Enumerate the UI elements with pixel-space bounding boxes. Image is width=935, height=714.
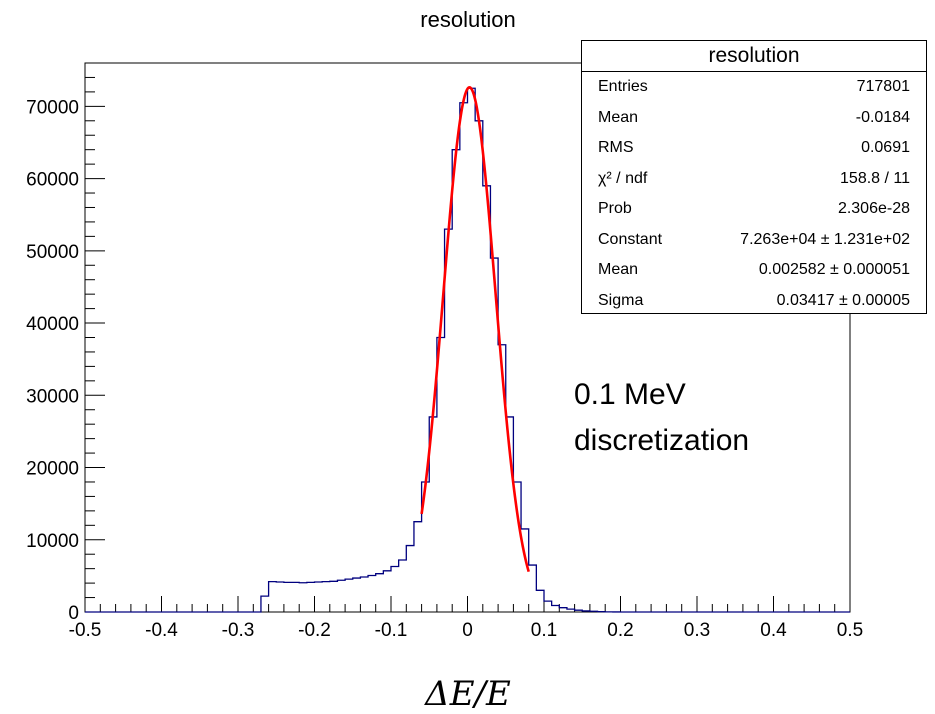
y-tick-label: 10000 bbox=[26, 531, 79, 552]
y-axis: 0 10000 20000 30000 40000 50000 60000 70000 bbox=[26, 76, 105, 624]
x-tick-label: -0.2 bbox=[298, 620, 331, 641]
y-tick-label: 40000 bbox=[26, 314, 79, 335]
stats-value: 717801 bbox=[856, 78, 910, 95]
y-tick-label: 50000 bbox=[26, 242, 79, 263]
stats-value: 158.8 / 11 bbox=[840, 169, 910, 187]
stats-value: 2.306e-28 bbox=[837, 200, 910, 217]
x-tick-label: 0.2 bbox=[607, 620, 633, 641]
stats-key: Mean bbox=[598, 108, 639, 126]
stats-key: Constant bbox=[598, 230, 663, 248]
stats-value: 7.263e+04 ± 1.231e+02 bbox=[740, 230, 910, 248]
stats-row: RMS 0.0691 bbox=[582, 133, 926, 164]
y-tick-label: 0 bbox=[68, 603, 79, 624]
y-tick-label: 70000 bbox=[26, 97, 79, 118]
stats-row: χ² / ndf 158.8 / 11 bbox=[582, 164, 926, 195]
stats-row: Constant 7.263e+04 ± 1.231e+02 bbox=[582, 225, 926, 256]
stats-key: RMS bbox=[598, 139, 634, 156]
stats-key: χ² / ndf bbox=[598, 169, 648, 187]
x-axis: -0.5 -0.4 -0.3 -0.2 -0.1 0 0.1 0.2 0.3 0.4 0.5 bbox=[69, 596, 863, 641]
y-tick-label: 30000 bbox=[26, 386, 79, 407]
stats-title: resolution bbox=[582, 41, 926, 72]
stats-key: Sigma bbox=[598, 291, 644, 309]
x-tick-label: 0 bbox=[462, 620, 473, 641]
stats-key: Mean bbox=[598, 261, 639, 278]
x-tick-label: -0.3 bbox=[222, 620, 255, 641]
chart-title: resolution bbox=[420, 7, 515, 32]
y-tick-label: 60000 bbox=[26, 170, 79, 191]
stats-row: Entries 717801 bbox=[582, 72, 926, 103]
stats-row: Mean 0.002582 ± 0.000051 bbox=[582, 255, 926, 286]
stats-value: 0.0691 bbox=[861, 139, 910, 156]
stats-value: 0.03417 ± 0.00005 bbox=[776, 291, 910, 309]
annotation-line-2: discretization bbox=[574, 424, 750, 457]
x-tick-label: 0.1 bbox=[531, 620, 557, 641]
annotation-line-1: 0.1 MeV bbox=[574, 378, 686, 411]
gaussian-fit-curve bbox=[420, 86, 530, 573]
stats-row: Prob 2.306e-28 bbox=[582, 194, 926, 225]
stats-row: Mean -0.0184 bbox=[582, 103, 926, 134]
stats-box: resolution Entries 717801 Mean -0.0184 RMS… bbox=[581, 40, 927, 314]
x-tick-label: 0.3 bbox=[684, 620, 710, 641]
x-axis-label: ΔE/E bbox=[423, 674, 511, 714]
y-tick-label: 20000 bbox=[26, 459, 79, 480]
x-tick-label: 0.4 bbox=[760, 620, 787, 641]
x-tick-label: 0.5 bbox=[837, 620, 863, 641]
x-tick-label: -0.4 bbox=[145, 620, 178, 641]
stats-row: Sigma 0.03417 ± 0.00005 bbox=[582, 286, 926, 317]
stats-key: Prob bbox=[598, 200, 632, 217]
stats-value: -0.0184 bbox=[855, 108, 910, 126]
x-tick-label: -0.1 bbox=[375, 620, 408, 641]
stats-value: 0.002582 ± 0.000051 bbox=[758, 261, 910, 278]
x-tick-label: -0.5 bbox=[69, 620, 102, 641]
stats-key: Entries bbox=[598, 78, 648, 95]
